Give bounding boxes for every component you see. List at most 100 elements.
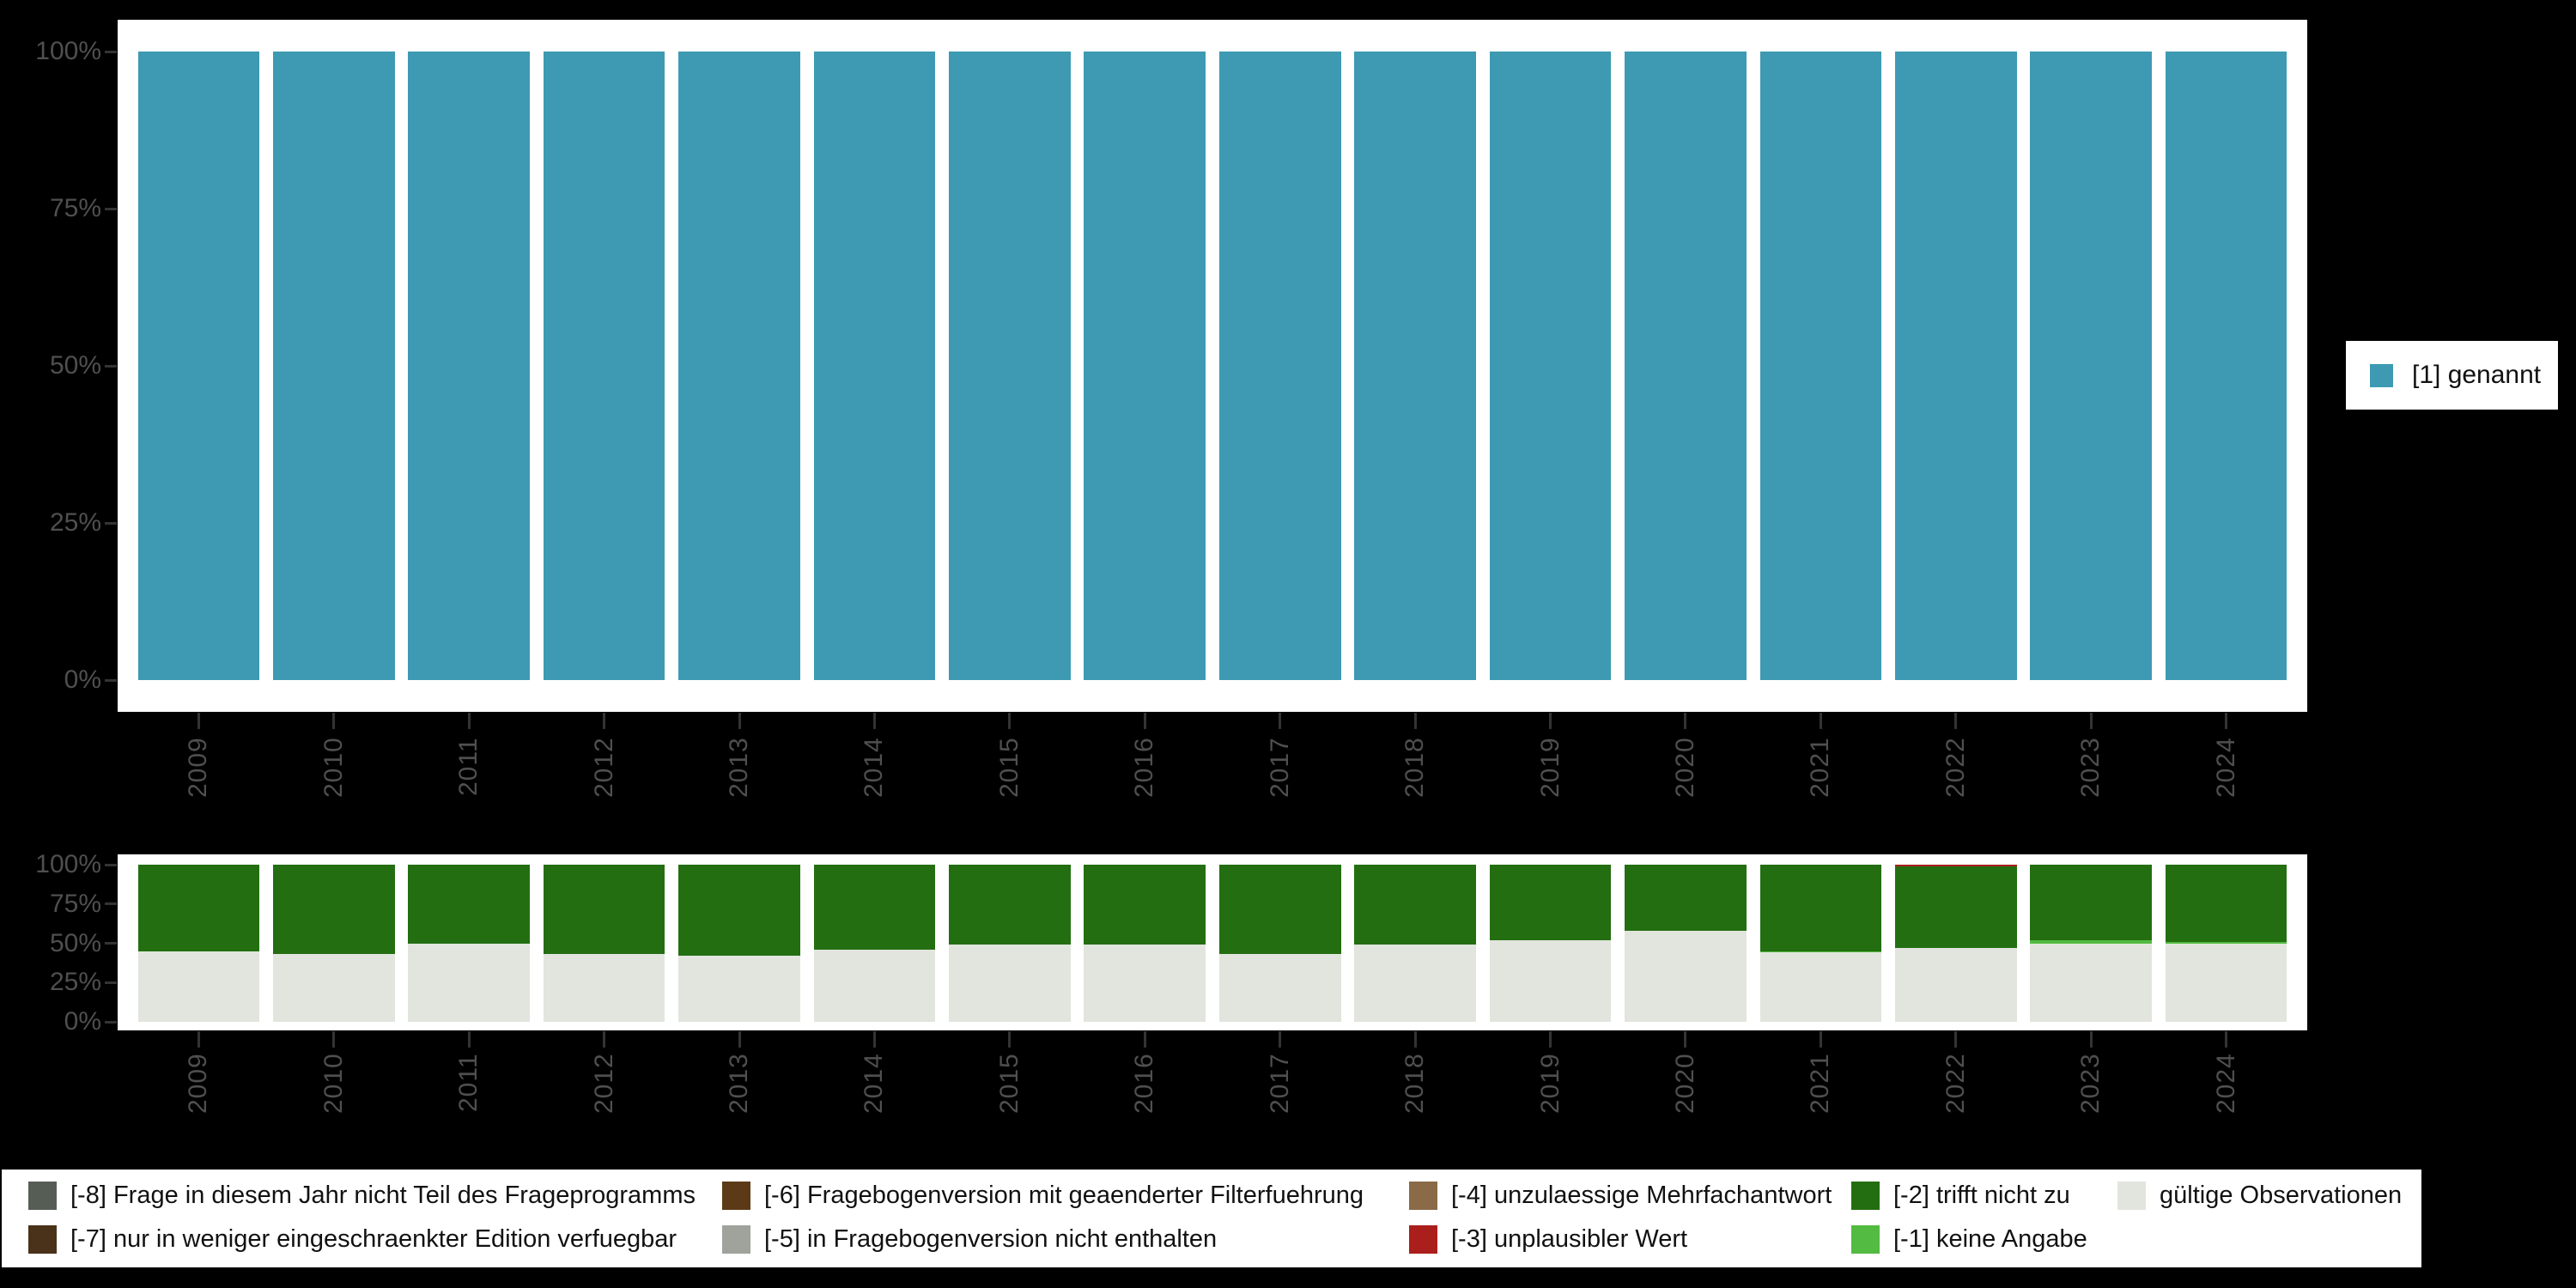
x-tick-label-2014: 2014 [860,737,889,798]
x-tick-2022 [1954,713,1958,729]
segment-2017-1-genannt [1218,52,1341,680]
segment-2018-g-ltige-observationen [1354,945,1476,1022]
legend-label-3-unplausibler-wert: [-3] unplausibler Wert [1451,1225,1688,1253]
legend-item-2-trifft-nicht-zu: [-2] trifft nicht zu [1851,1182,2070,1210]
x-tick-label-2016: 2016 [1130,737,1159,798]
bar-2021 [1759,52,1882,680]
x-tick-2018 [1413,713,1417,729]
segment-2021-g-ltige-observationen [1759,952,1882,1022]
x-tick-label-2012: 2012 [589,737,618,798]
legend-swatch-7-nur-in-weniger-eingeschraenkter-edition-verfuegbar [28,1225,57,1254]
legend-label-5-in-fragebogenversion-nicht-enthalten: [-5] in Fragebogenversion nicht enthalte… [764,1225,1218,1253]
segment-2022-2-trifft-nicht-zu [1894,866,2017,948]
legend-label-genannt: [1] genannt [2412,361,2542,389]
x-tick-label-2022: 2022 [1941,737,1970,798]
missings-legend: [-8] Frage in diesem Jahr nicht Teil des… [2,1170,2421,1267]
x-tick-2014 [872,1031,876,1048]
x-tick-label-2019: 2019 [1535,1053,1564,1114]
x-tick-2016 [1143,713,1146,729]
segment-2018-2-trifft-nicht-zu [1354,865,1476,945]
segment-2024-1-genannt [2165,52,2287,680]
segment-2012-g-ltige-observationen [543,954,665,1022]
x-tick-2020 [1684,713,1687,729]
segment-2019-g-ltige-observationen [1489,939,1612,1022]
legend-swatch-g-ltige-observationen [2117,1182,2146,1210]
x-tick-2021 [1819,713,1822,729]
y-tick-100 [105,863,117,866]
legend-item-3-unplausibler-wert: [-3] unplausibler Wert [1409,1225,1687,1254]
x-tick-2009 [197,713,200,729]
segment-2010-1-genannt [273,52,395,680]
legend-label-4-unzulaessige-mehrfachantwort: [-4] unzulaessige Mehrfachantwort [1451,1182,1832,1209]
x-tick-label-2020: 2020 [1670,737,1699,798]
x-tick-2011 [467,713,471,729]
x-tick-label-2022: 2022 [1941,1053,1970,1114]
y-tick-label-25: 25% [49,508,101,537]
x-tick-label-2023: 2023 [2076,1053,2105,1114]
bar-2015 [949,52,1071,680]
legend-swatch-2-trifft-nicht-zu [1851,1182,1880,1210]
x-tick-2010 [332,1031,336,1048]
segment-2010-2-trifft-nicht-zu [273,865,395,955]
segment-2016-1-genannt [1084,52,1206,680]
segment-2009-g-ltige-observationen [137,951,260,1022]
y-tick-label-0: 0% [64,665,101,694]
y-tick-label-25: 25% [49,968,101,997]
segment-2024-g-ltige-observationen [2165,943,2287,1022]
bar-2009 [137,52,260,680]
legend-item-8-frage-in-diesem-jahr-nicht-teil-des-frageprogramms: [-8] Frage in diesem Jahr nicht Teil des… [28,1182,696,1210]
segment-2013-2-trifft-nicht-zu [678,865,800,957]
x-tick-2024 [2225,1031,2228,1048]
x-tick-label-2016: 2016 [1130,1053,1159,1114]
segment-2017-2-trifft-nicht-zu [1218,865,1341,955]
x-tick-label-2019: 2019 [1535,737,1564,798]
x-tick-2011 [467,1031,471,1048]
segment-2022-g-ltige-observationen [1894,948,2017,1022]
legend-label-8-frage-in-diesem-jahr-nicht-teil-des-frageprogramms: [-8] Frage in diesem Jahr nicht Teil des… [70,1182,696,1209]
segment-2021-1-keine-angabe [1759,951,1882,953]
y-tick-label-75: 75% [49,194,101,222]
bar-2013 [678,865,800,1022]
y-tick-100 [105,50,117,53]
legend-item-5-in-fragebogenversion-nicht-enthalten: [-5] in Fragebogenversion nicht enthalte… [722,1225,1217,1254]
bar-2024 [2165,52,2287,680]
x-tick-label-2010: 2010 [319,1053,348,1114]
bar-2010 [273,52,395,680]
bar-2013 [678,52,800,680]
legend-label-g-ltige-observationen: gültige Observationen [2160,1182,2403,1209]
bar-2010 [273,865,395,1022]
x-tick-label-2012: 2012 [589,1053,618,1114]
segment-2018-1-genannt [1354,52,1476,680]
y-tick-label-50: 50% [49,928,101,957]
segment-2019-2-trifft-nicht-zu [1489,865,1612,940]
segment-2012-1-genannt [543,52,665,680]
bar-2009 [137,865,260,1022]
y-tick-label-75: 75% [49,889,101,918]
segment-2011-1-genannt [408,52,531,680]
x-tick-label-2013: 2013 [725,737,754,798]
x-tick-2015 [1008,1031,1012,1048]
x-tick-2012 [603,713,606,729]
segment-2016-g-ltige-observationen [1084,945,1206,1022]
x-tick-2016 [1143,1031,1146,1048]
x-tick-label-2021: 2021 [1806,1053,1835,1114]
legend-item-1-keine-angabe: [-1] keine Angabe [1851,1225,2087,1254]
segment-2015-2-trifft-nicht-zu [949,865,1071,945]
x-tick-label-2015: 2015 [994,737,1024,798]
bar-2016 [1084,865,1206,1022]
x-tick-2021 [1819,1031,1822,1048]
segment-2013-g-ltige-observationen [678,956,800,1022]
bar-2012 [543,865,665,1022]
x-tick-2013 [738,713,741,729]
legend-swatch-3-unplausibler-wert [1409,1225,1437,1254]
segment-2021-1-genannt [1759,52,1882,680]
x-tick-label-2009: 2009 [184,1053,213,1114]
x-tick-label-2015: 2015 [994,1053,1024,1114]
y-tick-0 [105,678,117,682]
x-tick-label-2011: 2011 [454,1053,483,1112]
segment-2023-1-genannt [2030,52,2152,680]
bar-2019 [1489,52,1612,680]
x-tick-2013 [738,1031,741,1048]
x-tick-2022 [1954,1031,1958,1048]
bar-2019 [1489,865,1612,1022]
